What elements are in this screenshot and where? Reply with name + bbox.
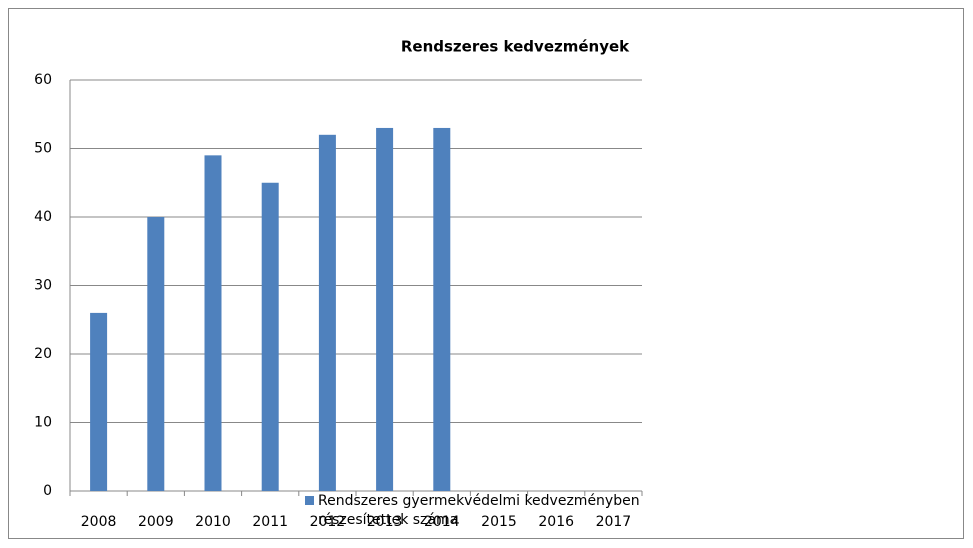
legend-swatch (305, 496, 314, 505)
chart-title: Rendszeres kedvezmények (401, 38, 630, 56)
x-tick-label: 2010 (195, 514, 231, 530)
x-tick-label: 2014 (424, 514, 460, 530)
chart-frame (8, 8, 964, 539)
x-tick-label: 2009 (138, 514, 174, 530)
y-tick-label: 60 (34, 72, 52, 88)
bar (376, 127, 394, 491)
legend-label: Rendszeres gyermekvédelmi kedvezményben … (318, 493, 640, 528)
bar (433, 127, 451, 491)
y-tick-label: 20 (34, 346, 52, 362)
x-tick-label: 2016 (538, 514, 574, 530)
x-tick-label: 2015 (481, 514, 517, 530)
y-tick-label: 10 (34, 415, 52, 431)
x-tick-label: 2013 (367, 514, 403, 530)
bar (90, 312, 108, 491)
x-tick-label: 2017 (596, 514, 632, 530)
y-tick-label: 30 (34, 278, 52, 294)
bar (261, 182, 279, 491)
x-tick-label: 2012 (310, 514, 346, 530)
y-tick-label: 40 (34, 209, 52, 225)
bar (204, 155, 222, 491)
bar (318, 134, 336, 492)
x-tick-label: 2011 (252, 514, 288, 530)
y-tick-label: 50 (34, 141, 52, 157)
bar (147, 217, 165, 491)
x-tick-label: 2008 (81, 514, 117, 530)
y-tick-label: 0 (43, 483, 52, 499)
